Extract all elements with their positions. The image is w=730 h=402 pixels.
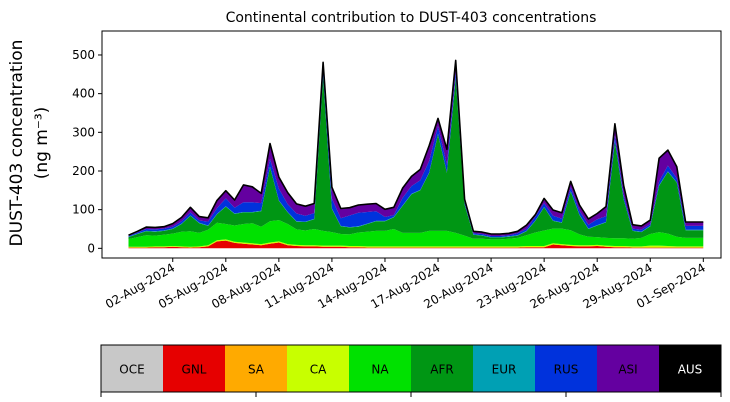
y-tick-label: 0 [87,241,95,255]
y-axis: 0 100 200 300 400 500 [72,48,102,255]
legend: OCE GNL SA CA NA AFR EUR RUS ASI AUS [100,344,722,397]
y-tick-label: 400 [72,87,95,101]
legend-label: EUR [492,363,517,377]
legend-label: AFR [430,363,453,377]
legend-label: SA [248,363,265,377]
legend-swatch [411,345,474,392]
legend-swatch [473,345,536,392]
plot-frame [101,30,722,259]
legend-swatch [287,345,350,392]
legend-label: AUS [678,363,703,377]
y-tick-label: 500 [72,48,95,62]
y-axis-label: DUST-403 concentration [7,40,27,247]
area-afr [128,76,704,240]
legend-item-eur: EUR [473,345,536,392]
stacked-areas [128,60,704,249]
y-tick-label: 100 [72,203,95,217]
legend-swatch [659,345,722,392]
area-gnl [128,240,704,249]
x-axis: 02-Aug-202405-Aug-202408-Aug-202411-Aug-… [103,258,708,311]
legend-swatch [597,345,660,392]
legend-item-oce: OCE [101,345,164,392]
legend-item-na: NA [349,345,412,392]
legend-item-aus: AUS [659,345,722,392]
y-axis-unit: (ng m⁻³) [32,107,52,180]
chart-title: Continental contribution to DUST-403 con… [226,10,597,26]
area-ca [128,239,704,248]
legend-label: OCE [119,363,144,377]
legend-swatch [225,345,288,392]
legend-label: RUS [554,363,579,377]
y-tick-label: 300 [72,125,95,139]
legend-label: ASI [618,363,637,377]
legend-item-rus: RUS [535,345,598,392]
area-na [128,220,704,247]
legend-label: GNL [182,363,207,377]
legend-swatch [349,345,412,392]
legend-item-ca: CA [287,345,350,392]
legend-swatch [101,345,164,392]
total-outline [128,59,704,236]
legend-item-gnl: GNL [163,345,226,392]
legend-swatch [163,345,226,392]
legend-item-afr: AFR [411,345,474,392]
y-tick-label: 200 [72,164,95,178]
legend-item-sa: SA [225,345,288,392]
legend-label: NA [371,363,389,377]
legend-label: CA [310,363,327,377]
legend-swatch [535,345,598,392]
legend-item-asi: ASI [597,345,660,392]
